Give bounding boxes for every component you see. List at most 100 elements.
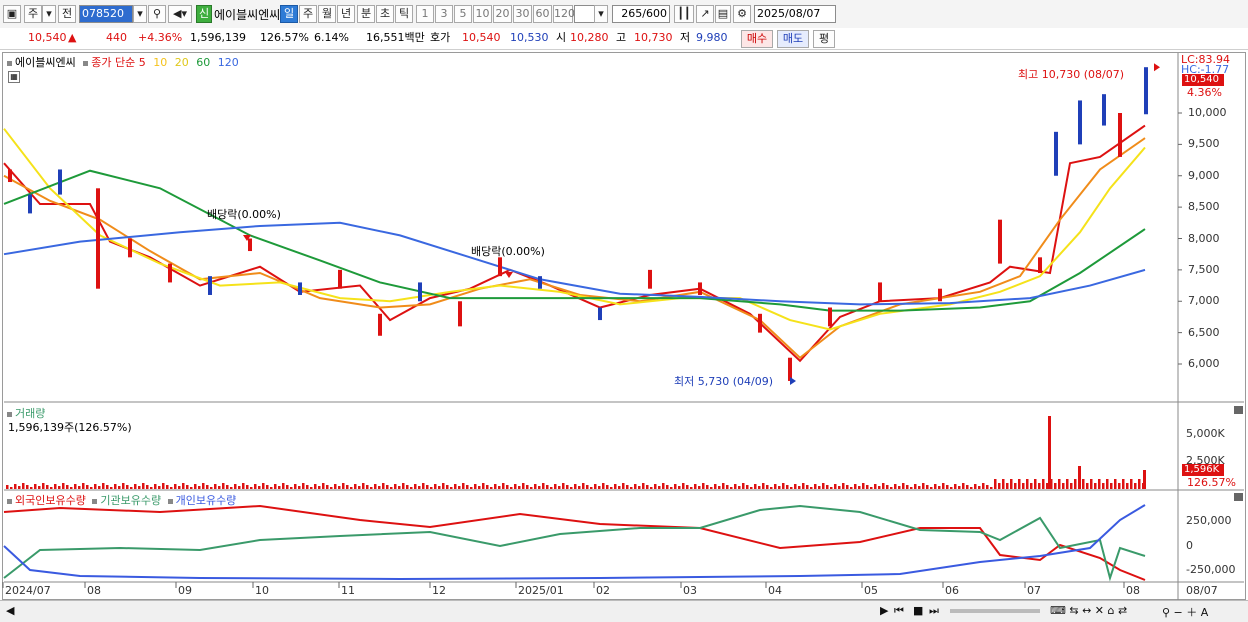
price-tick-label: 10,000: [1188, 106, 1227, 119]
volume-bar: [370, 487, 373, 489]
volume-bar: [34, 484, 37, 489]
volume-bar: [1143, 470, 1146, 489]
volume-bar: [1022, 483, 1025, 489]
x-tick-label: 2025/01: [518, 584, 564, 597]
volume-bar: [646, 485, 649, 489]
ma120-line: [3, 221, 1146, 306]
scroll-left-icon[interactable]: ◀: [6, 604, 15, 617]
legend-square-icon: [7, 498, 12, 504]
scroll-start-icon[interactable]: ⏮: [894, 604, 904, 617]
interval-60[interactable]: 60: [533, 5, 552, 23]
volume-bar: [1046, 483, 1049, 489]
volume-bar: [1094, 483, 1097, 489]
code-dropdown-icon[interactable]: ▾: [133, 5, 147, 23]
volume-bar: [850, 487, 853, 489]
interval-10[interactable]: 10: [473, 5, 492, 23]
price-tick-label: 9,000: [1188, 168, 1220, 182]
volume-bar: [1102, 483, 1105, 489]
search-icon[interactable]: ⚲: [148, 5, 166, 23]
draw-icon[interactable]: ↗: [696, 5, 714, 23]
volume-bar: [458, 486, 461, 489]
volume-bar: [406, 485, 409, 489]
buy-button[interactable]: 매수: [741, 30, 773, 48]
period-tick[interactable]: 틱: [395, 5, 413, 23]
volume-panel-close-icon[interactable]: [1234, 406, 1243, 414]
volume-bar: [154, 484, 157, 489]
candle: [248, 238, 252, 252]
period-year[interactable]: 년: [337, 5, 355, 23]
chart-type-icon[interactable]: ▣: [3, 5, 21, 23]
volume-bar: [334, 484, 337, 489]
chart-area[interactable]: [2, 52, 1246, 600]
hc-label: HC:-1.77: [1181, 63, 1230, 76]
volume-bar: [374, 484, 377, 489]
interval-30[interactable]: 30: [513, 5, 532, 23]
volume-bar: [630, 487, 633, 489]
sound-icon[interactable]: ◀▾: [168, 5, 192, 23]
volume-bar: [442, 483, 445, 489]
volume-bar: [434, 484, 437, 489]
sell-button[interactable]: 매도: [777, 30, 809, 48]
interval-1[interactable]: 1: [416, 5, 434, 23]
count-value: 265: [621, 7, 643, 20]
volume-bar: [302, 483, 305, 489]
bar-chart-icon[interactable]: ┃┃: [674, 5, 694, 23]
prev-button[interactable]: 전: [58, 5, 76, 23]
volume-bar: [418, 486, 421, 489]
volume-bar: [194, 484, 197, 489]
price-tick-label: 7,500: [1188, 262, 1220, 276]
settings-icon[interactable]: ⚙: [733, 5, 751, 23]
x-tick-label: 02: [596, 584, 610, 597]
date-input[interactable]: 2025/08/07: [754, 5, 836, 23]
period-minute[interactable]: 분: [357, 5, 375, 23]
type-select[interactable]: 주: [24, 5, 42, 23]
avg-button[interactable]: 평: [813, 30, 835, 48]
scroll-end-icon[interactable]: ⏭: [929, 604, 939, 617]
volume-bar: [106, 485, 109, 489]
x-tick-label: 03: [683, 584, 697, 597]
volume-ratio: 126.57%: [260, 31, 309, 44]
volume-bar: [190, 487, 193, 489]
volume-bar: [470, 487, 473, 489]
interval-3[interactable]: 3: [435, 5, 453, 23]
volume-bar: [842, 483, 845, 489]
volume-bar: [310, 487, 313, 489]
interval-120[interactable]: 120: [553, 5, 575, 23]
scroll-right-icon[interactable]: ▶: [880, 604, 889, 617]
stock-code-input[interactable]: 078520: [79, 5, 133, 23]
zoom-controls[interactable]: ⚲ − ＋ A: [1162, 606, 1209, 619]
volume-bar: [286, 485, 289, 489]
volume-bar: [1118, 483, 1121, 489]
grid-icon[interactable]: ▦: [8, 71, 20, 83]
holding-panel-close-icon[interactable]: [1234, 493, 1243, 501]
volume-bar: [802, 483, 805, 489]
volume-bar: [110, 487, 113, 489]
volume-bar: [902, 483, 905, 489]
volume-bar: [118, 486, 121, 489]
scroll-bar[interactable]: ◀ ▶ ⏮ ■ ⏭ ⌨ ⇆ ↔ ✕ ⌂ ⇄ ⚲ − ＋ A: [0, 600, 1248, 622]
dropdown-icon[interactable]: ▾: [42, 5, 56, 23]
period-second[interactable]: 초: [376, 5, 394, 23]
volume-bar: [386, 485, 389, 489]
stop-icon[interactable]: ■: [913, 604, 924, 617]
volume-bar: [1050, 479, 1053, 489]
zoom-slider[interactable]: [950, 609, 1040, 613]
save-icon[interactable]: ▤: [715, 5, 731, 23]
period-month[interactable]: 월: [318, 5, 336, 23]
period-week[interactable]: 주: [299, 5, 317, 23]
volume-bar: [754, 484, 757, 489]
volume-bar: [1002, 479, 1005, 489]
interval-20[interactable]: 20: [493, 5, 512, 23]
volume-bar: [526, 485, 529, 489]
toolbar-icons[interactable]: ⌨ ⇆ ↔ ✕ ⌂ ⇄: [1050, 604, 1128, 617]
interval-dropdown-icon[interactable]: ▾: [594, 5, 608, 23]
bid-price-1: 10,540: [462, 31, 501, 44]
volume-bar: [1106, 479, 1109, 489]
volume-bar: [1074, 479, 1077, 489]
interval-5[interactable]: 5: [454, 5, 472, 23]
candle: [28, 194, 32, 214]
volume-bar: [454, 484, 457, 489]
count-input[interactable]: 265/600: [612, 5, 670, 23]
period-day[interactable]: 일: [280, 5, 298, 23]
